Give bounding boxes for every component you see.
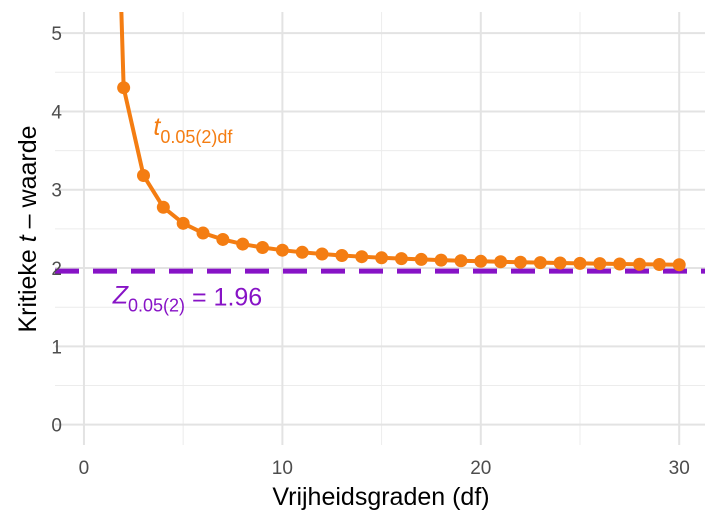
point xyxy=(593,257,607,271)
point xyxy=(394,252,408,266)
y-label-part: – waarde xyxy=(14,125,42,235)
y-tick-label: 2 xyxy=(51,259,62,280)
point xyxy=(553,256,567,270)
point xyxy=(533,256,547,270)
point xyxy=(434,253,448,267)
annotation-symbol: t xyxy=(153,113,161,141)
point xyxy=(236,237,250,251)
annotation-subscript: 0.05(2) xyxy=(128,295,185,315)
point xyxy=(375,251,389,265)
point xyxy=(216,232,230,246)
y-label-part: Kritieke xyxy=(14,242,42,332)
point xyxy=(275,243,289,257)
x-tick-label: 30 xyxy=(669,458,690,479)
x-tick-label: 10 xyxy=(272,458,293,479)
point xyxy=(633,257,647,271)
point xyxy=(196,226,210,240)
point xyxy=(672,258,686,272)
y-tick-label: 4 xyxy=(51,102,62,123)
annotation-text: = 1.96 xyxy=(185,283,262,311)
annotation-symbol: Z xyxy=(112,281,129,309)
point xyxy=(454,254,468,268)
point xyxy=(652,258,666,272)
point xyxy=(355,250,369,264)
y-axis-label: Kritieke t – waarde xyxy=(14,125,42,332)
point xyxy=(117,81,131,95)
annotation: t0.05(2)df xyxy=(153,113,233,147)
x-tick-label: 0 xyxy=(79,458,90,479)
point xyxy=(256,241,270,255)
point xyxy=(335,249,349,263)
point xyxy=(295,245,309,259)
y-label-part: t xyxy=(14,234,42,242)
y-tick-label: 5 xyxy=(51,24,62,45)
x-tick-label: 20 xyxy=(470,458,491,479)
point xyxy=(136,168,150,182)
point xyxy=(176,216,190,230)
y-tick-label: 3 xyxy=(51,181,62,202)
point xyxy=(573,256,587,270)
point xyxy=(414,252,428,266)
point xyxy=(156,200,170,214)
y-tick-label: 1 xyxy=(51,337,62,358)
x-axis-label: Vrijheidsgraden (df) xyxy=(272,483,489,511)
point xyxy=(613,257,627,271)
point xyxy=(474,254,488,268)
point xyxy=(513,255,527,269)
annotation: Z0.05(2) = 1.96 xyxy=(112,281,262,315)
point xyxy=(494,255,508,269)
point xyxy=(315,247,329,261)
annotation-subscript: 0.05(2)df xyxy=(160,127,233,147)
y-tick-label: 0 xyxy=(51,416,62,437)
